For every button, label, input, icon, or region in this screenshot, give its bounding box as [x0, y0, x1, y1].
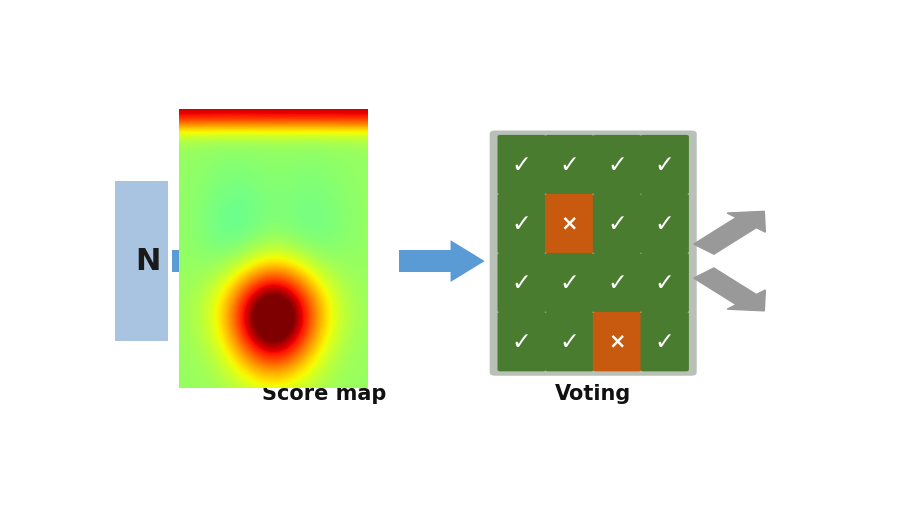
Text: ×: ×	[561, 214, 578, 234]
FancyBboxPatch shape	[641, 135, 688, 194]
Text: ×: ×	[609, 331, 626, 352]
Text: Voting: Voting	[554, 385, 631, 404]
Text: ✓: ✓	[559, 270, 579, 295]
FancyBboxPatch shape	[545, 253, 594, 312]
FancyBboxPatch shape	[545, 135, 594, 194]
Text: ✓: ✓	[512, 330, 532, 354]
FancyBboxPatch shape	[593, 312, 642, 371]
FancyArrow shape	[694, 211, 766, 254]
FancyBboxPatch shape	[593, 194, 642, 253]
Text: ✓: ✓	[655, 330, 675, 354]
FancyBboxPatch shape	[498, 253, 546, 312]
FancyBboxPatch shape	[641, 253, 688, 312]
Text: ✓: ✓	[607, 270, 627, 295]
FancyBboxPatch shape	[115, 181, 168, 341]
FancyBboxPatch shape	[545, 312, 594, 371]
FancyBboxPatch shape	[172, 250, 230, 272]
Text: ✓: ✓	[559, 153, 579, 177]
Polygon shape	[451, 240, 485, 282]
FancyBboxPatch shape	[593, 135, 642, 194]
Text: ✓: ✓	[655, 153, 675, 177]
Text: ✓: ✓	[512, 211, 532, 236]
FancyBboxPatch shape	[593, 253, 642, 312]
Text: N: N	[135, 247, 161, 276]
Text: ✓: ✓	[607, 211, 627, 236]
Text: ✓: ✓	[559, 330, 579, 354]
Text: ✓: ✓	[607, 153, 627, 177]
Text: ✓: ✓	[512, 153, 532, 177]
Text: ✓: ✓	[512, 270, 532, 295]
FancyBboxPatch shape	[498, 312, 546, 371]
FancyBboxPatch shape	[641, 312, 688, 371]
FancyBboxPatch shape	[498, 135, 546, 194]
FancyArrow shape	[694, 268, 766, 311]
FancyBboxPatch shape	[489, 130, 697, 376]
FancyBboxPatch shape	[641, 194, 688, 253]
FancyBboxPatch shape	[498, 194, 546, 253]
Text: ✓: ✓	[655, 270, 675, 295]
FancyBboxPatch shape	[399, 250, 451, 272]
FancyBboxPatch shape	[545, 194, 594, 253]
Text: ✓: ✓	[655, 211, 675, 236]
Text: Predict: Predict	[197, 172, 282, 191]
Polygon shape	[230, 240, 264, 282]
Text: Score map: Score map	[263, 385, 386, 404]
